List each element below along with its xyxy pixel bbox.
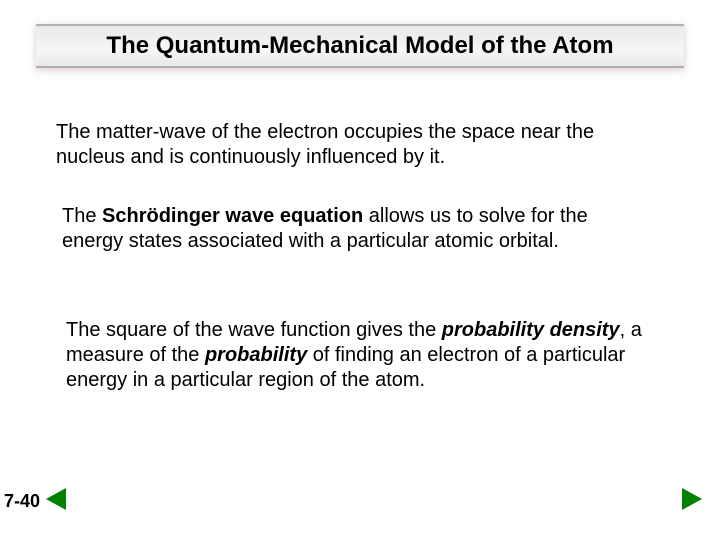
paragraph-2: The Schrödinger wave equation allows us …	[62, 204, 652, 254]
next-slide-button[interactable]	[682, 488, 702, 510]
slide-title: The Quantum-Mechanical Model of the Atom	[106, 32, 613, 60]
p2-bold: Schrödinger wave equation	[102, 205, 363, 227]
paragraph-3: The square of the wave function gives th…	[66, 318, 656, 393]
p3-probability: probability	[205, 344, 307, 366]
page-number: 7-40	[4, 491, 40, 512]
p3-probability-density: probability density	[442, 319, 620, 341]
previous-slide-button[interactable]	[46, 488, 66, 510]
paragraph-1-text: The matter-wave of the electron occupies…	[56, 121, 594, 168]
slide: The Quantum-Mechanical Model of the Atom…	[0, 0, 720, 540]
title-bar: The Quantum-Mechanical Model of the Atom	[36, 24, 684, 68]
p3-pre: The square of the wave function gives th…	[66, 319, 442, 341]
p2-pre: The	[62, 205, 102, 227]
paragraph-1: The matter-wave of the electron occupies…	[56, 120, 656, 170]
